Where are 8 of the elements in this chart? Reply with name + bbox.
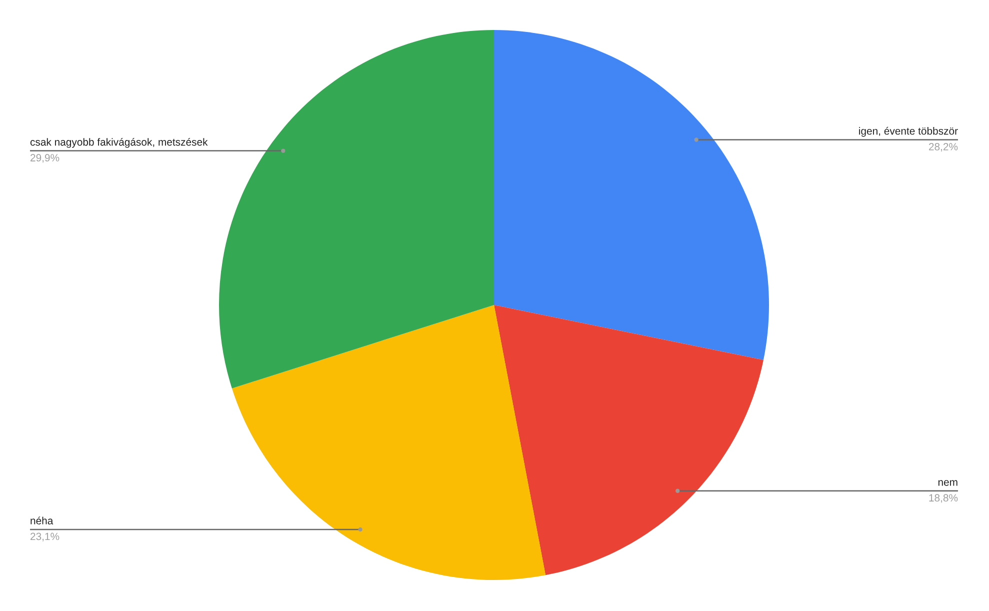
slice-label: néha <box>30 516 54 524</box>
slice-label: nem <box>938 480 958 486</box>
data-label: 18,8% <box>929 494 958 503</box>
slice-label: igen, évente többször <box>859 126 958 137</box>
slice-label: csak nagyobb fakivágások, metszések <box>30 138 208 148</box>
data-label: 29,9% <box>30 154 60 163</box>
data-label: 23,1% <box>30 532 60 542</box>
data-label: 28,2% <box>928 143 958 152</box>
